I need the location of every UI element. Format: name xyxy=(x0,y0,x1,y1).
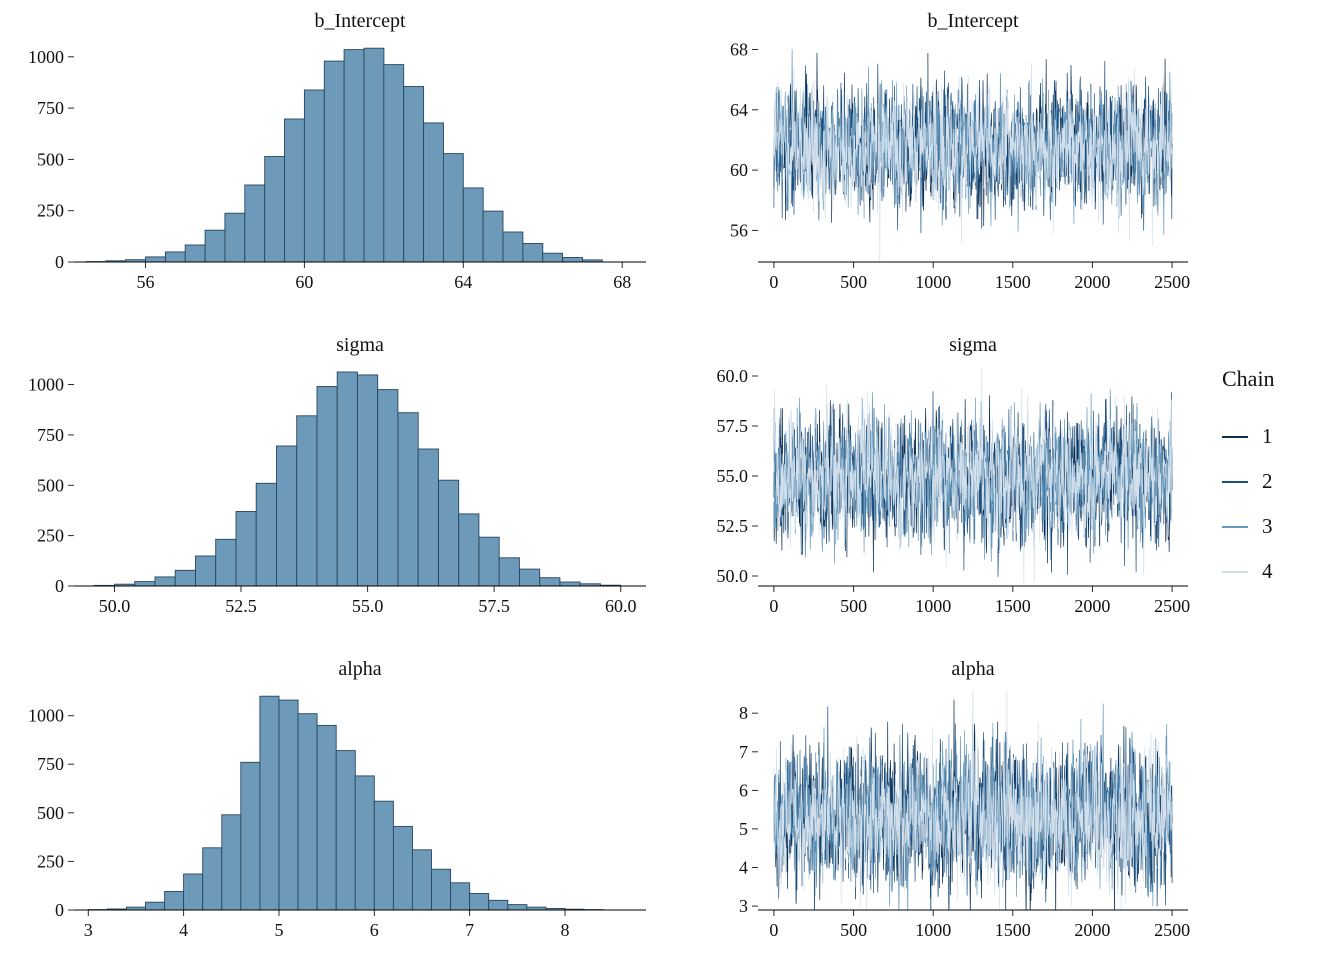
svg-text:68: 68 xyxy=(613,272,631,292)
svg-text:2500: 2500 xyxy=(1154,920,1190,940)
legend-item-chain-4: 4 xyxy=(1222,549,1275,594)
svg-text:56: 56 xyxy=(137,272,155,292)
svg-text:68: 68 xyxy=(730,40,748,60)
svg-text:4: 4 xyxy=(739,858,748,878)
svg-text:0: 0 xyxy=(769,272,778,292)
svg-text:7: 7 xyxy=(739,742,748,762)
svg-text:500: 500 xyxy=(840,920,867,940)
legend-item-chain-1: 1 xyxy=(1222,414,1275,459)
svg-text:8: 8 xyxy=(739,703,748,723)
svg-text:50.0: 50.0 xyxy=(99,596,131,616)
histogram-sigma-chart: 50.0 52.5 55.0 57.5 60.0 0 250 500 750 1000 xyxy=(28,371,646,616)
svg-text:750: 750 xyxy=(37,98,64,118)
svg-text:50.0: 50.0 xyxy=(717,566,749,586)
legend-item-chain-3: 3 xyxy=(1222,504,1275,549)
traceplot-sigma-chart: 0 500 1000 1500 2000 2500 50.0 52.5 55.0 57.5 60.0 xyxy=(717,366,1191,616)
svg-text:60: 60 xyxy=(730,160,748,180)
svg-text:1000: 1000 xyxy=(28,375,64,395)
svg-text:5: 5 xyxy=(739,819,748,839)
svg-text:500: 500 xyxy=(37,475,64,495)
chain-3-line-swatch xyxy=(1222,525,1248,528)
svg-text:2000: 2000 xyxy=(1074,596,1110,616)
svg-text:52.5: 52.5 xyxy=(225,596,257,616)
panel-title: alpha xyxy=(338,658,382,680)
chain-4-line-swatch xyxy=(1222,570,1248,573)
legend-item-chain-2: 2 xyxy=(1222,459,1275,504)
panel-trace-b-intercept: b_Intercept 0 500 1000 1500 2000 2500 56 60 64 68 xyxy=(698,8,1198,296)
svg-text:1500: 1500 xyxy=(995,596,1031,616)
legend-item-label: 3 xyxy=(1262,514,1273,538)
svg-text:1000: 1000 xyxy=(915,596,951,616)
svg-text:1000: 1000 xyxy=(28,706,64,726)
svg-text:56: 56 xyxy=(730,220,748,240)
traceplot-alpha-chart: 0 500 1000 1500 2000 2500 3 4 5 6 7 8 xyxy=(739,690,1190,940)
svg-text:2000: 2000 xyxy=(1074,272,1110,292)
svg-text:750: 750 xyxy=(37,754,64,774)
svg-text:1000: 1000 xyxy=(28,47,64,67)
panel-hist-sigma: sigma 50.0 52.5 55.0 57.5 60.0 0 250 500 750 1000 xyxy=(10,332,658,620)
svg-text:6: 6 xyxy=(370,920,379,940)
svg-text:0: 0 xyxy=(55,576,64,596)
svg-text:500: 500 xyxy=(37,803,64,823)
legend-item-label: 1 xyxy=(1262,424,1273,448)
panel-hist-b-intercept: b_Intercept 56 60 64 68 0 250 500 750 1000 xyxy=(10,8,658,296)
chain-legend: Chain 1 2 3 4 xyxy=(1222,366,1275,594)
panel-title: b_Intercept xyxy=(927,10,1019,32)
svg-text:5: 5 xyxy=(275,920,284,940)
svg-text:1500: 1500 xyxy=(995,272,1031,292)
panel-title: sigma xyxy=(336,334,384,356)
svg-text:52.5: 52.5 xyxy=(717,516,749,536)
svg-text:0: 0 xyxy=(769,596,778,616)
svg-text:6: 6 xyxy=(739,780,748,800)
svg-text:55.0: 55.0 xyxy=(352,596,384,616)
svg-text:500: 500 xyxy=(840,596,867,616)
svg-text:2500: 2500 xyxy=(1154,272,1190,292)
panel-trace-alpha: alpha 0 500 1000 1500 2000 2500 3 4 5 6 7 8 xyxy=(698,656,1198,944)
svg-text:0: 0 xyxy=(769,920,778,940)
svg-text:250: 250 xyxy=(37,526,64,546)
svg-text:8: 8 xyxy=(561,920,570,940)
svg-text:1000: 1000 xyxy=(915,920,951,940)
svg-text:57.5: 57.5 xyxy=(717,416,749,436)
svg-text:60.0: 60.0 xyxy=(717,366,749,386)
panel-title: alpha xyxy=(951,658,995,680)
svg-text:55.0: 55.0 xyxy=(717,466,749,486)
svg-text:3: 3 xyxy=(84,920,93,940)
svg-text:500: 500 xyxy=(37,149,64,169)
svg-text:2500: 2500 xyxy=(1154,596,1190,616)
legend-title: Chain xyxy=(1222,366,1275,391)
svg-text:250: 250 xyxy=(37,201,64,221)
svg-text:750: 750 xyxy=(37,425,64,445)
svg-text:4: 4 xyxy=(179,920,188,940)
panel-hist-alpha: alpha 3 4 5 6 7 8 0 250 500 750 1000 xyxy=(10,656,658,944)
svg-text:57.5: 57.5 xyxy=(478,596,510,616)
svg-text:0: 0 xyxy=(55,900,64,920)
svg-text:0: 0 xyxy=(55,252,64,272)
panel-trace-sigma: sigma 0 500 1000 1500 2000 2500 50.0 52.5 55.0 57… xyxy=(698,332,1198,620)
svg-text:3: 3 xyxy=(739,896,748,916)
chain-2-line-swatch xyxy=(1222,480,1248,483)
svg-text:2000: 2000 xyxy=(1074,920,1110,940)
svg-text:1500: 1500 xyxy=(995,920,1031,940)
svg-text:1000: 1000 xyxy=(915,272,951,292)
traceplot-b-intercept-chart: 0 500 1000 1500 2000 2500 56 60 64 68 xyxy=(730,40,1190,293)
chain-1-line-swatch xyxy=(1222,435,1248,438)
panel-title: sigma xyxy=(949,334,997,356)
panel-title: b_Intercept xyxy=(314,10,406,32)
legend-item-label: 4 xyxy=(1262,559,1273,583)
legend-item-label: 2 xyxy=(1262,469,1273,493)
svg-text:64: 64 xyxy=(730,100,748,120)
svg-text:7: 7 xyxy=(465,920,474,940)
svg-text:250: 250 xyxy=(37,851,64,871)
histogram-alpha-chart: 3 4 5 6 7 8 0 250 500 750 1000 xyxy=(28,695,646,940)
svg-text:60: 60 xyxy=(295,272,313,292)
histogram-b-intercept-chart: 56 60 64 68 0 250 500 750 1000 xyxy=(28,47,646,292)
svg-text:64: 64 xyxy=(454,272,472,292)
svg-text:60.0: 60.0 xyxy=(605,596,637,616)
svg-text:500: 500 xyxy=(840,272,867,292)
